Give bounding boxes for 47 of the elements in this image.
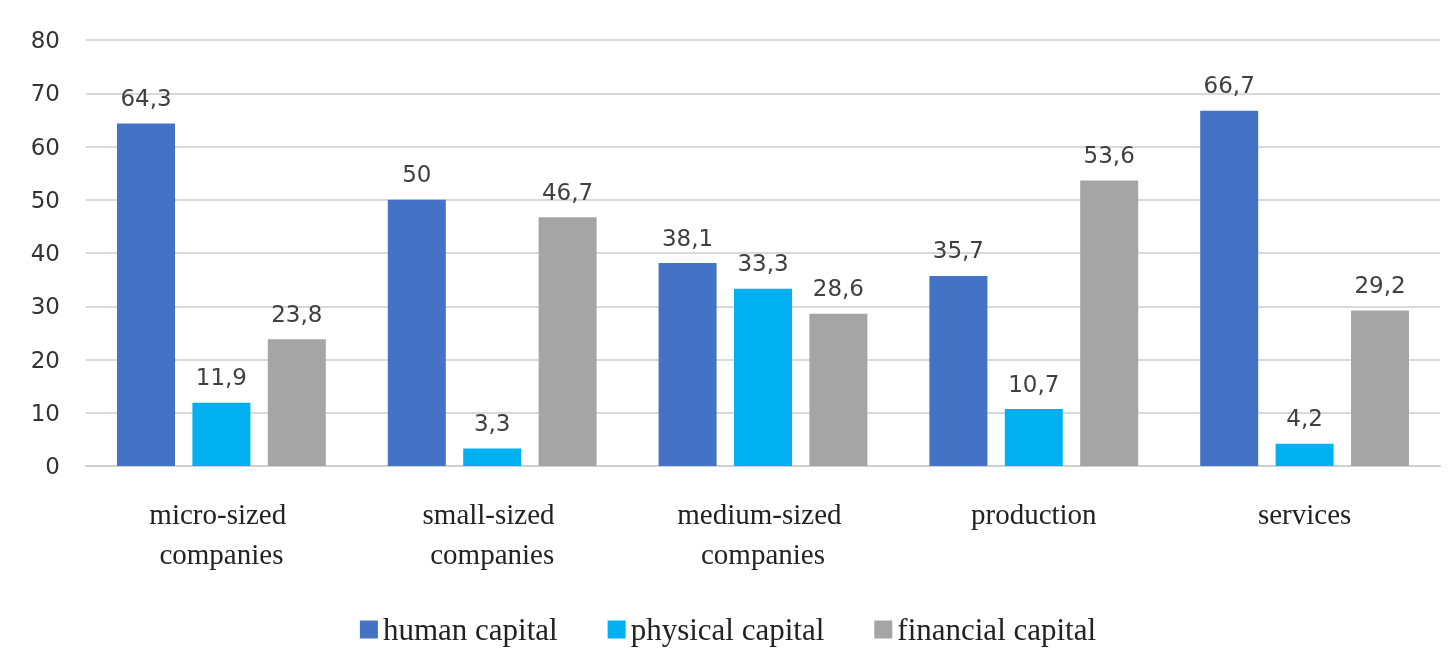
y-tick-label: 60 <box>30 133 60 160</box>
data-label: 64,3 <box>120 85 172 112</box>
bar <box>1004 409 1063 466</box>
legend-label: physical capital <box>630 612 825 647</box>
bar <box>1200 110 1259 466</box>
bar <box>809 313 868 466</box>
bar <box>1351 310 1409 466</box>
y-tick-label: 10 <box>30 399 60 426</box>
data-label: 4,2 <box>1286 405 1323 432</box>
bar <box>1275 443 1334 466</box>
bar <box>658 263 717 466</box>
legend-label: human capital <box>382 612 558 647</box>
data-label: 66,7 <box>1203 72 1255 99</box>
y-tick-label: 40 <box>30 240 60 266</box>
bar <box>734 288 792 466</box>
y-tick-label: 20 <box>30 346 60 373</box>
x-tick-label: small-sized companies <box>422 498 562 570</box>
data-label: 35,7 <box>932 237 985 264</box>
x-tick-label: micro-sized companies <box>149 498 294 570</box>
y-tick-label: 80 <box>30 27 60 53</box>
y-tick-label: 0 <box>45 453 60 479</box>
bar <box>192 402 251 466</box>
y-tick-label: 30 <box>30 293 60 320</box>
data-label: 11,9 <box>195 364 248 391</box>
data-label: 28,6 <box>812 275 865 302</box>
bar <box>463 448 522 466</box>
data-label: 50 <box>402 161 432 188</box>
x-tick-label: services <box>1257 498 1352 530</box>
bar <box>387 199 446 466</box>
data-label: 23,8 <box>271 300 323 327</box>
bar <box>1080 180 1139 466</box>
data-label: 10,7 <box>1008 370 1060 397</box>
data-label: 46,7 <box>541 178 594 205</box>
data-label: 33,3 <box>737 250 789 277</box>
data-label: 29,2 <box>1354 272 1406 299</box>
x-tick-label: production <box>970 498 1098 530</box>
y-tick-label: 70 <box>30 80 60 107</box>
data-label: 3,3 <box>473 409 511 436</box>
y-tick-label: 50 <box>30 186 60 213</box>
legend-label: financial capital <box>897 612 1097 647</box>
bar <box>267 339 326 466</box>
data-label: 53,6 <box>1083 142 1135 169</box>
x-tick-label: medium-sized companies <box>677 498 849 570</box>
bar <box>538 217 597 466</box>
data-label: 38,1 <box>661 224 714 251</box>
bar <box>117 123 175 466</box>
bar <box>929 275 988 466</box>
